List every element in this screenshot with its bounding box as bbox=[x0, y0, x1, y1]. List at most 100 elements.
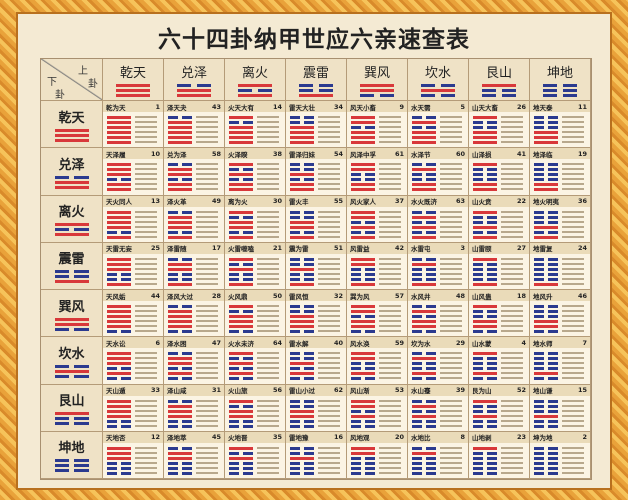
hexagram-cell[interactable]: 风火家人 37 bbox=[347, 195, 408, 243]
yin-line bbox=[412, 163, 436, 167]
hexagram-cell[interactable]: 天山遁 33 bbox=[103, 384, 164, 432]
hexagram-cell[interactable]: 雷风恒 32 bbox=[286, 290, 347, 338]
yin-line bbox=[412, 399, 436, 403]
hexagram-cell[interactable]: 风天小畜 9 bbox=[347, 101, 408, 149]
six-relations-text bbox=[501, 116, 527, 143]
trigram-name: 乾天 bbox=[119, 66, 146, 81]
yin-line bbox=[473, 362, 497, 366]
hexagram-cell[interactable]: 水地比 8 bbox=[408, 431, 469, 479]
hexagram-cell[interactable]: 泽雷随 17 bbox=[164, 242, 225, 290]
hexagram-cell[interactable]: 泽天夬 43 bbox=[164, 101, 225, 149]
hexagram-cell[interactable]: 山水蒙 4 bbox=[469, 337, 530, 385]
hexagram-cell[interactable]: 火地晋 35 bbox=[225, 431, 286, 479]
hexagram-cell[interactable]: 兑为泽 58 bbox=[164, 148, 225, 196]
hexagram-cell[interactable]: 地火明夷 36 bbox=[530, 195, 591, 243]
yang-line bbox=[107, 257, 131, 261]
yang-line bbox=[351, 131, 375, 134]
hexagram-cell[interactable]: 震为雷 51 bbox=[286, 242, 347, 290]
hexagram-number: 40 bbox=[333, 338, 343, 347]
yang-line bbox=[534, 320, 558, 323]
column-header-6: 艮山 bbox=[469, 59, 530, 101]
hexagram-cell[interactable]: 山雷颐 27 bbox=[469, 242, 530, 290]
hexagram-cell[interactable]: 山风蛊 18 bbox=[469, 290, 530, 338]
hexagram-cell[interactable]: 山火贲 22 bbox=[469, 195, 530, 243]
hexagram-cell[interactable]: 天地否 12 bbox=[103, 431, 164, 479]
hexagram-cell[interactable]: 天泽履 10 bbox=[103, 148, 164, 196]
hexagram-symbol bbox=[107, 305, 131, 333]
hexagram-number: 6 bbox=[155, 338, 160, 347]
hexagram-cell[interactable]: 地天泰 11 bbox=[530, 101, 591, 149]
yin-line bbox=[543, 94, 577, 97]
hexagram-cell[interactable]: 地风升 46 bbox=[530, 290, 591, 338]
hexagram-cell[interactable]: 地泽临 19 bbox=[530, 148, 591, 196]
hexagram-cell[interactable]: 雷天大壮 34 bbox=[286, 101, 347, 149]
hexagram-cell[interactable]: 风雷益 42 bbox=[347, 242, 408, 290]
six-relations-text bbox=[318, 163, 344, 191]
yang-line bbox=[351, 325, 375, 328]
hexagram-title-bar: 地水师 7 bbox=[530, 337, 590, 349]
yin-line bbox=[534, 178, 558, 182]
hexagram-cell[interactable]: 泽地萃 45 bbox=[164, 431, 225, 479]
hexagram-number: 5 bbox=[460, 102, 465, 111]
hexagram-cell[interactable]: 雷地豫 16 bbox=[286, 431, 347, 479]
hexagram-symbol bbox=[107, 446, 131, 475]
hexagram-cell[interactable]: 风地观 20 bbox=[347, 431, 408, 479]
hexagram-cell[interactable]: 雷泽归妹 54 bbox=[286, 148, 347, 196]
hexagram-number: 55 bbox=[333, 197, 343, 205]
hexagram-cell[interactable]: 水天需 5 bbox=[408, 101, 469, 149]
hexagram-cell[interactable]: 火山旅 56 bbox=[225, 384, 286, 432]
hexagram-cell[interactable]: 水泽节 60 bbox=[408, 148, 469, 196]
hexagram-cell[interactable]: 水雷屯 3 bbox=[408, 242, 469, 290]
hexagram-cell[interactable]: 雷火丰 55 bbox=[286, 195, 347, 243]
six-relations-text bbox=[440, 305, 466, 332]
hexagram-cell[interactable]: 地山谦 15 bbox=[530, 384, 591, 432]
hexagram-cell[interactable]: 雷水解 40 bbox=[286, 337, 347, 385]
hexagram-cell[interactable]: 泽水困 47 bbox=[164, 337, 225, 385]
six-relations-text bbox=[318, 446, 344, 474]
hexagram-cell[interactable]: 离为火 30 bbox=[225, 195, 286, 243]
hexagram-cell[interactable]: 天风姤 44 bbox=[103, 290, 164, 338]
yin-line bbox=[54, 417, 89, 421]
hexagram-cell[interactable]: 天火同人 13 bbox=[103, 195, 164, 243]
six-relations-text bbox=[318, 257, 344, 285]
hexagram-symbol bbox=[107, 210, 131, 239]
hexagram-cell[interactable]: 坤为地 2 bbox=[530, 431, 591, 479]
hexagram-name: 水火既济 bbox=[411, 198, 437, 206]
hexagram-cell[interactable]: 风山渐 53 bbox=[347, 384, 408, 432]
hexagram-cell[interactable]: 坎为水 29 bbox=[408, 337, 469, 385]
yang-line bbox=[351, 215, 375, 219]
yin-line bbox=[534, 451, 558, 455]
hexagram-cell[interactable]: 天水讼 6 bbox=[103, 337, 164, 385]
hexagram-cell[interactable]: 山地剥 23 bbox=[469, 431, 530, 479]
hexagram-cell[interactable]: 泽山咸 31 bbox=[164, 384, 225, 432]
hexagram-cell[interactable]: 火泽睽 38 bbox=[225, 148, 286, 196]
hexagram-cell[interactable]: 巽为风 57 bbox=[347, 290, 408, 338]
hexagram-cell[interactable]: 水火既济 63 bbox=[408, 195, 469, 243]
hexagram-cell[interactable]: 艮为山 52 bbox=[469, 384, 530, 432]
hexagram-cell[interactable]: 火水未济 64 bbox=[225, 337, 286, 385]
yang-line bbox=[351, 446, 375, 450]
hexagram-cell[interactable]: 风水涣 59 bbox=[347, 337, 408, 385]
hexagram-cell[interactable]: 火风鼎 50 bbox=[225, 290, 286, 338]
hexagram-cell[interactable]: 火雷噬嗑 21 bbox=[225, 242, 286, 290]
yin-line bbox=[107, 424, 131, 428]
hexagram-cell[interactable]: 雷山小过 62 bbox=[286, 384, 347, 432]
yang-line bbox=[412, 188, 436, 192]
yin-line bbox=[290, 230, 314, 234]
hexagram-cell[interactable]: 地水师 7 bbox=[530, 337, 591, 385]
yin-line bbox=[54, 228, 89, 232]
hexagram-title-bar: 天水讼 6 bbox=[103, 337, 163, 349]
hexagram-cell[interactable]: 天雷无妄 25 bbox=[103, 242, 164, 290]
hexagram-cell[interactable]: 地雷复 24 bbox=[530, 242, 591, 290]
hexagram-cell[interactable]: 水风井 48 bbox=[408, 290, 469, 338]
hexagram-cell[interactable]: 水山蹇 39 bbox=[408, 384, 469, 432]
hexagram-cell[interactable]: 山天大畜 26 bbox=[469, 101, 530, 149]
hexagram-cell[interactable]: 乾为天 1 bbox=[103, 101, 164, 149]
hexagram-cell[interactable]: 风泽中孚 61 bbox=[347, 148, 408, 196]
hexagram-cell[interactable]: 山泽损 41 bbox=[469, 148, 530, 196]
hexagram-cell[interactable]: 火天大有 14 bbox=[225, 101, 286, 149]
yin-line bbox=[229, 168, 253, 172]
hexagram-cell[interactable]: 泽风大过 28 bbox=[164, 290, 225, 338]
hexagram-cell[interactable]: 泽火革 49 bbox=[164, 195, 225, 243]
hexagram-symbol bbox=[290, 257, 314, 286]
